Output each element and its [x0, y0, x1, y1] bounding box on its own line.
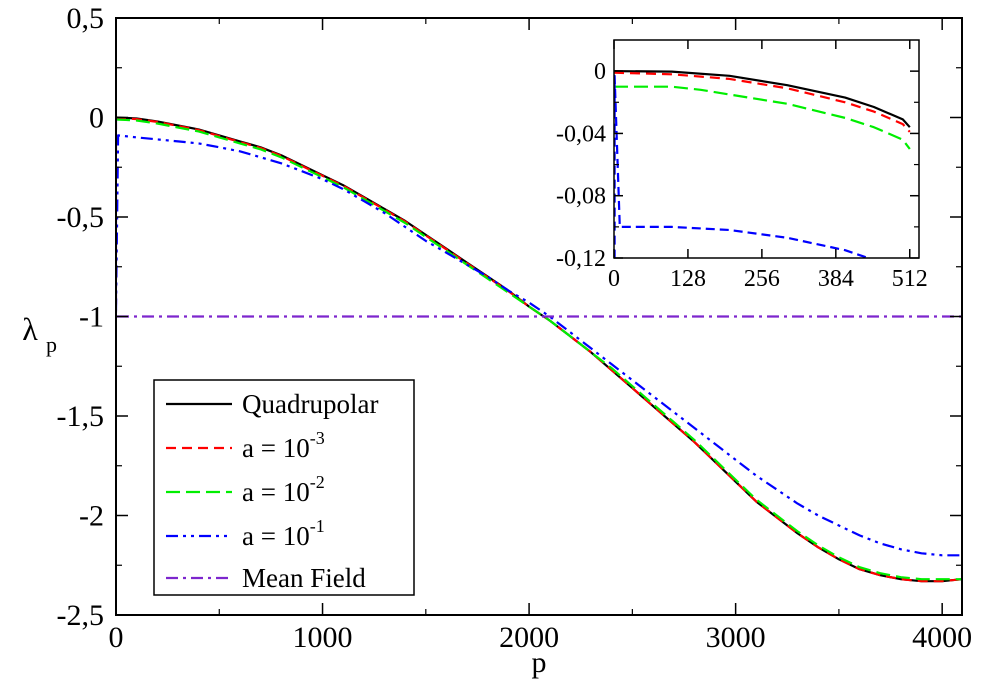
inset-series-quadrupolar: [614, 70, 911, 128]
main-y-tick-label: -2: [79, 499, 104, 532]
main-y-tick-label: -1,5: [57, 400, 105, 433]
legend-label-exponent: -3: [310, 428, 325, 448]
inset-series-a-10-2: [614, 85, 911, 150]
inset-x-tick-label: 256: [744, 266, 780, 292]
inset-x-tick-label: 128: [670, 266, 706, 292]
inset-y-tick-label: -0,08: [556, 184, 606, 210]
main-y-tick-label: 0,5: [67, 2, 105, 35]
inset-background: [614, 40, 919, 258]
main-x-tick-label: 3000: [706, 621, 766, 654]
inset-frame: [613, 39, 920, 259]
main-y-tick-label: -1: [79, 300, 104, 333]
legend-label-mean-field: Mean Field: [242, 563, 366, 593]
legend-label-exponent: -2: [310, 472, 325, 492]
inset-x-tick-label: 0: [608, 266, 620, 292]
legend-label-exponent: -1: [310, 516, 325, 536]
inset-chart: 0 128 256 384 512 0 -0,04 -0,08 -0,12: [556, 39, 928, 292]
inset-x-tick-label: 384: [818, 266, 854, 292]
main-series-a-10-2: [116, 118, 962, 581]
y-axis-label: λ p: [22, 311, 57, 357]
inset-y-tick-label: -0,12: [556, 246, 606, 272]
main-series-a-10-1: [116, 134, 962, 557]
main-x-tick-label: 4000: [912, 621, 972, 654]
main-y-tick-label: -2,5: [57, 599, 105, 632]
main-plot-series: [116, 116, 962, 583]
y-axis-label-subscript: p: [46, 332, 57, 357]
legend-label-a-10-2: a = 10-2: [242, 472, 325, 507]
legend-box: [153, 379, 415, 596]
main-x-tick-label: 1000: [293, 621, 353, 654]
inset-x-tick-label: 512: [892, 266, 928, 292]
y-axis-label-lambda: λ: [22, 311, 38, 347]
inset-y-tick-label: 0: [594, 59, 606, 85]
main-y-tick-label: -0,5: [57, 201, 105, 234]
main-x-tick-label: 2000: [499, 621, 559, 654]
legend-label-quadrupolar: Quadrupolar: [242, 389, 378, 419]
inset-series-a-10-3: [614, 71, 911, 133]
main-y-tick-label: 0: [89, 101, 104, 134]
main-x-tick-label: 0: [109, 621, 124, 654]
inset-y-tick-label: -0,04: [556, 121, 606, 147]
x-axis-label: p: [532, 646, 547, 679]
